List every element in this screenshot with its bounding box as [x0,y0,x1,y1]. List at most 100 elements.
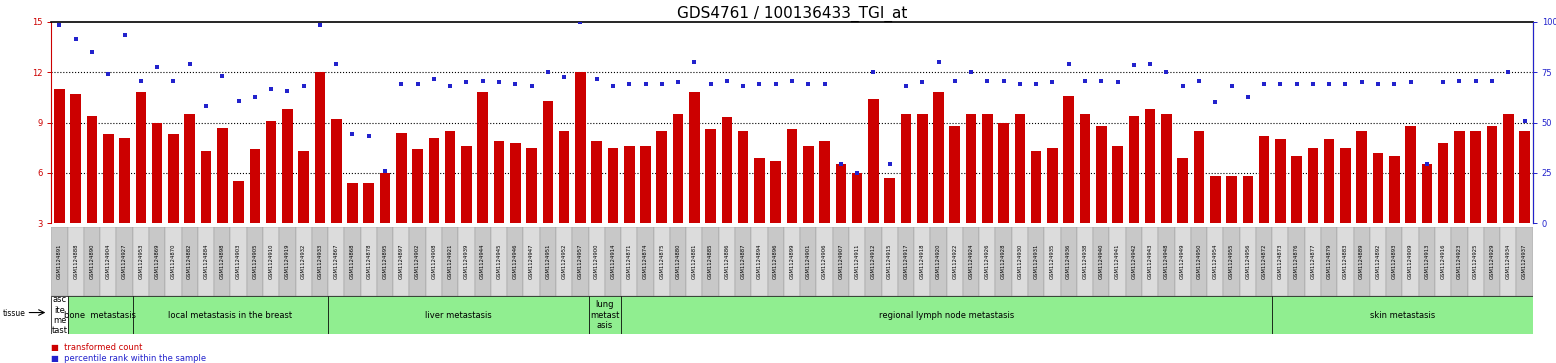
Bar [591,141,602,223]
Point [1155,69,1179,75]
Bar [347,183,358,223]
Point [210,73,235,78]
Bar [1340,148,1351,223]
Text: GSM1124900: GSM1124900 [594,244,599,280]
Bar [1128,116,1139,223]
Text: GSM1124935: GSM1124935 [1050,244,1055,280]
Text: GSM1124883: GSM1124883 [1343,244,1347,280]
Bar [54,89,65,223]
Bar [624,146,635,223]
Text: GSM1124919: GSM1124919 [285,244,289,280]
Text: GSM1124949: GSM1124949 [1179,244,1186,280]
Text: GSM1124894: GSM1124894 [756,244,762,280]
Bar [1405,126,1416,223]
Bar [672,114,683,223]
Point [1430,79,1455,85]
Point [535,69,560,75]
Text: GSM1124907: GSM1124907 [839,244,843,280]
Text: GSM1124872: GSM1124872 [1262,244,1267,280]
Bar [784,227,800,297]
Text: GSM1124904: GSM1124904 [106,244,110,280]
Point [308,22,333,28]
Point [487,79,512,85]
Bar [1161,114,1172,223]
Bar [230,227,247,297]
Text: GSM1124924: GSM1124924 [968,244,974,280]
Text: GSM1124870: GSM1124870 [171,244,176,280]
Text: GSM1124902: GSM1124902 [415,244,420,280]
Bar [493,141,504,223]
Point [1024,81,1049,87]
Bar [1307,148,1318,223]
Text: GSM1124946: GSM1124946 [513,244,518,280]
Bar [803,146,814,223]
Bar [523,227,540,297]
Bar [185,114,194,223]
Text: GSM1124944: GSM1124944 [481,244,485,280]
Bar [1452,227,1467,297]
Bar [573,227,588,297]
Point [1137,61,1162,67]
Bar [198,227,215,297]
Bar [132,297,328,334]
Text: local metastasis in the breast: local metastasis in the breast [168,311,293,320]
Text: GSM1124936: GSM1124936 [1066,244,1071,280]
Text: GSM1124914: GSM1124914 [610,244,616,280]
Bar [884,178,895,223]
Point [1333,81,1358,87]
Point [1316,81,1341,87]
Bar [543,101,552,223]
Bar [299,151,310,223]
Bar [344,227,361,297]
Point [258,86,283,92]
Bar [51,227,67,297]
Point [422,76,447,82]
Text: GSM1124873: GSM1124873 [1277,244,1282,280]
Text: GSM1124951: GSM1124951 [545,244,551,280]
Bar [1402,227,1419,297]
Bar [621,227,638,297]
Text: GSM1124868: GSM1124868 [350,244,355,280]
Text: GSM1124891: GSM1124891 [58,244,62,280]
Bar [934,92,944,223]
Bar [311,227,328,297]
Point [1463,78,1488,83]
Point [1447,78,1472,83]
Bar [165,227,182,297]
Bar [1288,227,1305,297]
Bar [67,297,132,334]
Point [1349,79,1374,85]
Bar [377,227,394,297]
Bar [361,227,377,297]
Point [780,78,804,83]
Text: lung
metast
asis: lung metast asis [590,300,619,330]
Bar [868,99,879,223]
Point [79,49,104,55]
Text: GSM1124948: GSM1124948 [1164,244,1169,280]
Bar [1321,227,1337,297]
Bar [817,227,832,297]
Bar [70,94,81,223]
Point [275,88,300,94]
Bar [1077,227,1094,297]
Bar [331,119,341,223]
Bar [201,151,212,223]
Bar [640,146,650,223]
Point [1268,81,1293,87]
Bar [507,227,523,297]
Bar [734,227,752,297]
Point [1089,78,1114,83]
Bar [1158,227,1175,297]
Bar [1063,96,1074,223]
Bar [380,173,391,223]
Bar [865,227,882,297]
Bar [328,297,588,334]
Bar [475,227,490,297]
Bar [555,227,573,297]
Text: GSM1124867: GSM1124867 [333,244,339,280]
Point [943,78,968,83]
Point [1301,81,1326,87]
Bar [426,227,442,297]
Bar [588,227,605,297]
Text: GSM1124923: GSM1124923 [1456,244,1463,280]
